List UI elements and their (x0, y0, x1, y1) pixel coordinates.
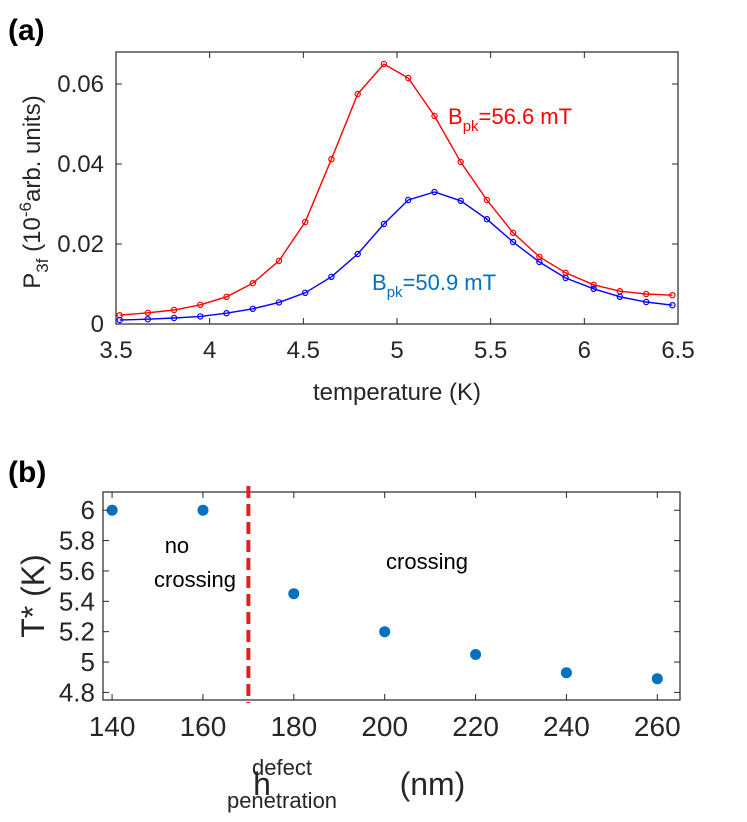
data-point (197, 313, 204, 320)
data-point (275, 257, 283, 264)
y-tick-label: 5 (81, 647, 95, 677)
data-point (302, 289, 309, 296)
scatter-point (288, 588, 300, 600)
data-point (457, 158, 464, 166)
panel-a-x-axis-label: temperature (K) (313, 379, 481, 406)
panel-b-x-axis-label: hdefect penetration (nm) (227, 755, 465, 813)
region-label-no-crossing: no crossing (154, 533, 236, 592)
series-line-blue (119, 191, 673, 321)
scatter-point (470, 649, 482, 660)
data-point (431, 188, 438, 196)
x-tick-label: 5 (390, 337, 403, 364)
scatter-point (651, 673, 663, 685)
y-tick-label: 6 (81, 495, 95, 525)
data-point (509, 238, 517, 246)
data-point (223, 293, 230, 300)
x-tick-label: 180 (270, 711, 317, 742)
data-point (669, 302, 676, 309)
data-point (380, 220, 388, 228)
y-tick-label: 5.4 (59, 586, 95, 616)
data-point (170, 306, 178, 314)
series-line-red (119, 63, 673, 316)
annotation-series-blue: Bpk=50.9 mT (372, 270, 496, 301)
data-point (590, 281, 597, 288)
data-point (669, 292, 676, 299)
panel-b-label: (b) (8, 456, 46, 489)
data-point (328, 155, 335, 163)
x-tick-label: 6.5 (661, 337, 694, 364)
scatter-point (560, 667, 572, 679)
data-point (483, 215, 491, 223)
data-point (380, 60, 388, 68)
data-point (223, 310, 230, 317)
panel-a-chart: 3.5 4 4.5 5 5.5 6 6.5 0 0.02 0.04 0.06 temperatur… (16, 51, 695, 406)
x-tick-label: 240 (543, 711, 590, 742)
data-point (536, 258, 543, 266)
annotation-series-red: Bpk=56.6 mT (448, 104, 572, 135)
data-point (354, 250, 361, 258)
y-tick-label: 0 (91, 311, 104, 338)
x-tick-label: 200 (361, 711, 408, 742)
x-tick-label: 4.5 (287, 337, 320, 364)
y-tick-label: 5.2 (59, 617, 95, 647)
data-point (197, 301, 204, 308)
data-point (249, 280, 256, 287)
data-point (643, 298, 650, 306)
y-tick-label: 0.06 (57, 71, 104, 98)
y-tick-label: 0.02 (57, 231, 104, 258)
panel-b-y-axis-label: T* (K) (15, 554, 51, 638)
panel-a-y-axis-label: P3f (10-6arb. units) (16, 95, 52, 288)
x-tick-label: 260 (634, 711, 681, 742)
y-tick-label: 5.8 (59, 526, 95, 556)
y-tick-label: 4.8 (59, 677, 95, 707)
x-tick-label: 5.5 (474, 337, 507, 364)
data-point (116, 316, 123, 324)
data-point (590, 285, 597, 292)
data-point (431, 112, 438, 120)
x-tick-label: 6 (578, 337, 591, 364)
x-tick-label: 3.5 (99, 337, 132, 364)
data-point (643, 290, 650, 298)
panel-a-label: (a) (8, 14, 45, 47)
data-point (302, 218, 309, 226)
data-point (405, 196, 412, 204)
data-point (328, 273, 335, 280)
x-tick-label: 4 (203, 337, 216, 364)
data-point (354, 90, 361, 98)
scatter-point (106, 504, 118, 516)
scatter-point (197, 504, 209, 516)
data-point (509, 229, 517, 236)
x-tick-label: 160 (180, 711, 227, 742)
x-tick-label: 140 (89, 711, 136, 742)
data-point (144, 309, 151, 316)
region-label-crossing: crossing (386, 549, 468, 574)
data-point (616, 293, 624, 300)
data-point (483, 196, 491, 204)
data-point (275, 299, 283, 306)
data-point (562, 274, 569, 282)
data-point (457, 197, 464, 204)
data-point (249, 305, 256, 312)
data-point (405, 74, 412, 82)
x-tick-label: 220 (452, 711, 499, 742)
panel-b-chart: 140 160 180 200 220 240 260 4.855.25.45.65.86 … (15, 486, 681, 813)
y-tick-label: 0.04 (57, 151, 104, 178)
y-tick-label: 5.6 (59, 556, 95, 586)
data-point (144, 316, 151, 323)
scatter-point (379, 626, 391, 638)
panel-b-axes-box (102, 491, 681, 701)
data-point (170, 314, 178, 322)
